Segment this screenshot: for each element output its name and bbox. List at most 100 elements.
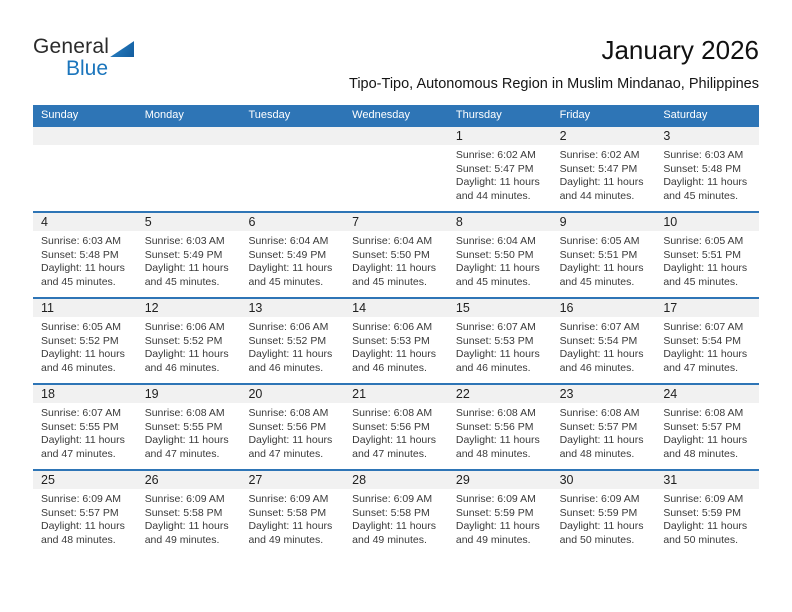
day-cell-9: 9 Sunrise: 6:05 AM Sunset: 5:51 PM Daylight… xyxy=(551,213,656,297)
daylight1-text: Daylight: 11 hours xyxy=(663,348,748,360)
sunrise-text: Sunrise: 6:08 AM xyxy=(144,407,225,419)
daylight2-text: and 46 minutes. xyxy=(352,361,427,374)
sunset-text: Sunset: 5:56 PM xyxy=(352,420,430,433)
logo-text-general: General xyxy=(33,35,110,58)
daylight2-text: and 45 minutes. xyxy=(455,275,531,288)
day-cell-26: 26 Sunrise: 6:09 AM Sunset: 5:58 PM Dayligh… xyxy=(136,471,241,555)
daylight1-text: Daylight: 11 hours xyxy=(663,434,748,446)
general-blue-logo: General Blue xyxy=(33,36,143,79)
sunset-text: Sunset: 5:52 PM xyxy=(144,334,223,347)
day-number: 26 xyxy=(136,471,241,489)
sunrise-text: Sunrise: 6:02 AM xyxy=(455,149,536,161)
day-number: 29 xyxy=(447,471,552,489)
daylight1-text: Daylight: 11 hours xyxy=(455,520,540,532)
weekday-header-thursday: Thursday xyxy=(455,109,502,121)
sunrise-text: Sunrise: 6:08 AM xyxy=(455,407,536,419)
day-cell-31: 31 Sunrise: 6:09 AM Sunset: 5:59 PM Dayligh… xyxy=(655,471,760,555)
daylight2-text: and 47 minutes. xyxy=(41,447,116,460)
sunset-text: Sunset: 5:59 PM xyxy=(455,506,534,519)
sunrise-text: Sunrise: 6:04 AM xyxy=(455,235,536,247)
daylight2-text: and 45 minutes. xyxy=(41,275,116,288)
day-details: Sunrise: 6:09 AM Sunset: 5:58 PM Daylight:… xyxy=(344,489,448,547)
daylight2-text: and 48 minutes. xyxy=(455,447,531,460)
sunrise-text: Sunrise: 6:05 AM xyxy=(41,321,121,333)
day-cell-23: 23 Sunrise: 6:08 AM Sunset: 5:57 PM Dayligh… xyxy=(551,385,656,469)
daylight2-text: and 48 minutes. xyxy=(559,447,635,460)
daylight1-text: Daylight: 11 hours xyxy=(455,348,540,360)
daylight1-text: Daylight: 11 hours xyxy=(455,262,540,274)
day-cell-10: 10 Sunrise: 6:05 AM Sunset: 5:51 PM Dayligh… xyxy=(655,213,760,297)
daylight1-text: Daylight: 11 hours xyxy=(248,434,333,446)
day-number: 23 xyxy=(551,385,656,403)
day-details: Sunrise: 6:03 AM Sunset: 5:49 PM Daylight:… xyxy=(137,231,241,289)
sunset-text: Sunset: 5:52 PM xyxy=(248,334,327,347)
sunrise-text: Sunrise: 6:06 AM xyxy=(144,321,225,333)
daylight2-text: and 48 minutes. xyxy=(663,447,739,460)
day-number: 12 xyxy=(136,299,241,317)
day-cell-16: 16 Sunrise: 6:07 AM Sunset: 5:54 PM Dayligh… xyxy=(551,299,656,383)
daylight1-text: Daylight: 11 hours xyxy=(559,520,644,532)
day-details: Sunrise: 6:04 AM Sunset: 5:50 PM Daylight:… xyxy=(344,231,448,289)
day-number: 24 xyxy=(655,385,760,403)
daylight1-text: Daylight: 11 hours xyxy=(144,262,229,274)
daylight1-text: Daylight: 11 hours xyxy=(41,348,125,360)
day-number: 1 xyxy=(447,127,552,145)
sunset-text: Sunset: 5:53 PM xyxy=(455,334,534,347)
sunrise-text: Sunrise: 6:07 AM xyxy=(41,407,121,419)
day-details: Sunrise: 6:09 AM Sunset: 5:59 PM Daylight:… xyxy=(552,489,656,547)
day-cell-18: 18 Sunrise: 6:07 AM Sunset: 5:55 PM Dayligh… xyxy=(33,385,137,469)
sunrise-text: Sunrise: 6:09 AM xyxy=(144,493,225,505)
day-number: 21 xyxy=(344,385,448,403)
day-cell-empty xyxy=(33,127,137,211)
sunset-text: Sunset: 5:48 PM xyxy=(41,248,119,261)
day-number: 10 xyxy=(655,213,760,231)
daylight1-text: Daylight: 11 hours xyxy=(663,176,748,188)
sunset-text: Sunset: 5:54 PM xyxy=(559,334,638,347)
sunrise-text: Sunrise: 6:09 AM xyxy=(663,493,744,505)
daylight1-text: Daylight: 11 hours xyxy=(352,434,437,446)
daylight2-text: and 46 minutes. xyxy=(455,361,531,374)
daylight2-text: and 44 minutes. xyxy=(559,189,635,202)
day-details: Sunrise: 6:09 AM Sunset: 5:57 PM Daylight:… xyxy=(33,489,137,547)
day-number: 2 xyxy=(551,127,656,145)
sunrise-text: Sunrise: 6:09 AM xyxy=(455,493,536,505)
sunrise-text: Sunrise: 6:06 AM xyxy=(352,321,433,333)
day-number: 28 xyxy=(344,471,448,489)
sunrise-text: Sunrise: 6:09 AM xyxy=(41,493,121,505)
weekday-header-saturday: Saturday xyxy=(663,109,708,121)
daylight2-text: and 46 minutes. xyxy=(559,361,635,374)
day-details: Sunrise: 6:06 AM Sunset: 5:52 PM Daylight:… xyxy=(240,317,344,375)
day-details: Sunrise: 6:07 AM Sunset: 5:53 PM Daylight:… xyxy=(448,317,552,375)
logo-triangle-icon xyxy=(110,41,135,57)
day-number: 17 xyxy=(655,299,760,317)
day-details: Sunrise: 6:09 AM Sunset: 5:59 PM Daylight:… xyxy=(448,489,552,547)
day-number: 13 xyxy=(240,299,345,317)
daylight2-text: and 47 minutes. xyxy=(144,447,220,460)
day-details: Sunrise: 6:05 AM Sunset: 5:51 PM Daylight:… xyxy=(552,231,656,289)
day-cell-empty xyxy=(240,127,345,211)
week-row: 11 Sunrise: 6:05 AM Sunset: 5:52 PM Dayligh… xyxy=(33,297,760,383)
weekday-header-sunday: Sunday xyxy=(41,109,79,121)
day-number: 31 xyxy=(655,471,760,489)
sunrise-text: Sunrise: 6:08 AM xyxy=(352,407,433,419)
daylight2-text: and 50 minutes. xyxy=(559,533,635,546)
weekday-header-wednesday: Wednesday xyxy=(352,109,411,121)
daylight2-text: and 45 minutes. xyxy=(559,275,635,288)
sunrise-text: Sunrise: 6:04 AM xyxy=(248,235,329,247)
day-cell-14: 14 Sunrise: 6:06 AM Sunset: 5:53 PM Dayligh… xyxy=(344,299,448,383)
day-number: 16 xyxy=(551,299,656,317)
daylight2-text: and 46 minutes. xyxy=(144,361,220,374)
day-details: Sunrise: 6:09 AM Sunset: 5:59 PM Daylight:… xyxy=(655,489,759,547)
sunset-text: Sunset: 5:57 PM xyxy=(41,506,119,519)
location-subtitle: Tipo-Tipo, Autonomous Region in Muslim M… xyxy=(349,76,759,92)
day-number: 5 xyxy=(136,213,241,231)
daylight1-text: Daylight: 11 hours xyxy=(559,348,644,360)
day-details: Sunrise: 6:08 AM Sunset: 5:56 PM Daylight:… xyxy=(240,403,344,461)
sunrise-text: Sunrise: 6:05 AM xyxy=(559,235,640,247)
day-number: 6 xyxy=(240,213,345,231)
daylight1-text: Daylight: 11 hours xyxy=(559,434,644,446)
day-number: 18 xyxy=(33,385,137,403)
day-cell-3: 3 Sunrise: 6:03 AM Sunset: 5:48 PM Daylight… xyxy=(655,127,760,211)
sunrise-text: Sunrise: 6:03 AM xyxy=(144,235,225,247)
